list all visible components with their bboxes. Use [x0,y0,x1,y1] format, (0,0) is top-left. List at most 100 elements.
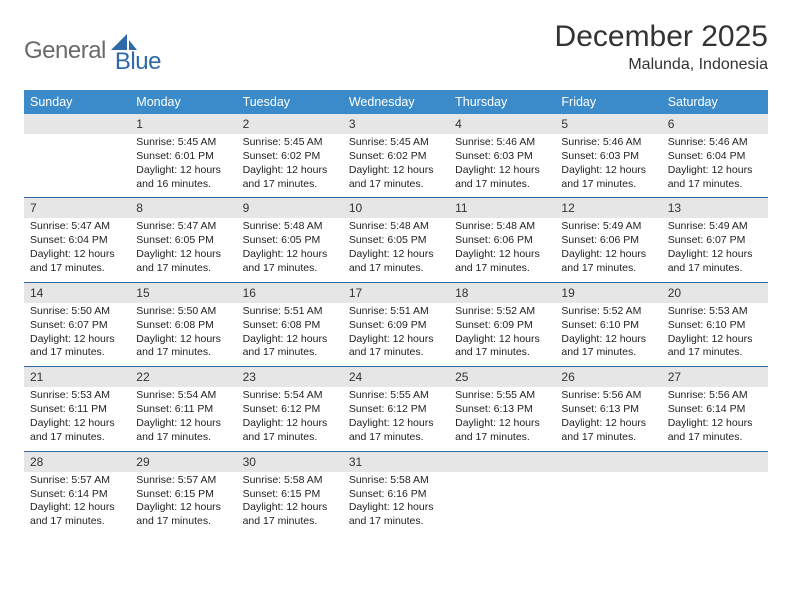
day-cell-number: 4 [449,114,555,134]
day-cell-number: 18 [449,282,555,303]
day-cell-details: Sunrise: 5:50 AMSunset: 6:07 PMDaylight:… [24,303,130,367]
day-cell-number: 14 [24,282,130,303]
day-number: 14 [24,283,130,303]
brand-logo: General Blue [24,26,161,76]
day-number: 8 [130,198,236,218]
day-cell-number: 5 [555,114,661,134]
calendar-table: Sunday Monday Tuesday Wednesday Thursday… [24,90,768,535]
day-cell-details: Sunrise: 5:46 AMSunset: 6:03 PMDaylight:… [449,134,555,198]
day-number: 23 [237,367,343,387]
details-row: Sunrise: 5:45 AMSunset: 6:01 PMDaylight:… [24,134,768,198]
details-row: Sunrise: 5:53 AMSunset: 6:11 PMDaylight:… [24,387,768,451]
calendar-page: General Blue December 2025 Malunda, Indo… [0,0,792,612]
day-cell-number [662,451,768,472]
day-details: Sunrise: 5:57 AMSunset: 6:14 PMDaylight:… [24,472,130,535]
day-number: 5 [555,114,661,134]
day-number: 4 [449,114,555,134]
day-number: 9 [237,198,343,218]
day-number: 25 [449,367,555,387]
day-number: 2 [237,114,343,134]
day-cell-number: 3 [343,114,449,134]
weekday-header: Saturday [662,90,768,114]
day-details: Sunrise: 5:58 AMSunset: 6:16 PMDaylight:… [343,472,449,535]
month-title: December 2025 [555,20,768,54]
day-cell-number: 1 [130,114,236,134]
day-details: Sunrise: 5:57 AMSunset: 6:15 PMDaylight:… [130,472,236,535]
day-cell-details: Sunrise: 5:58 AMSunset: 6:15 PMDaylight:… [237,472,343,535]
day-cell-details: Sunrise: 5:50 AMSunset: 6:08 PMDaylight:… [130,303,236,367]
day-cell-details: Sunrise: 5:46 AMSunset: 6:04 PMDaylight:… [662,134,768,198]
daynum-row: 14151617181920 [24,282,768,303]
day-number: 29 [130,452,236,472]
details-row: Sunrise: 5:50 AMSunset: 6:07 PMDaylight:… [24,303,768,367]
day-cell-details: Sunrise: 5:49 AMSunset: 6:07 PMDaylight:… [662,218,768,282]
day-details: Sunrise: 5:51 AMSunset: 6:09 PMDaylight:… [343,303,449,366]
day-number: 10 [343,198,449,218]
day-cell-details [555,472,661,535]
day-number: 21 [24,367,130,387]
day-cell-number: 6 [662,114,768,134]
day-cell-number: 31 [343,451,449,472]
header: General Blue December 2025 Malunda, Indo… [24,20,768,76]
day-cell-details: Sunrise: 5:48 AMSunset: 6:05 PMDaylight:… [343,218,449,282]
day-details: Sunrise: 5:54 AMSunset: 6:11 PMDaylight:… [130,387,236,450]
day-cell-details: Sunrise: 5:52 AMSunset: 6:09 PMDaylight:… [449,303,555,367]
day-cell-details: Sunrise: 5:56 AMSunset: 6:13 PMDaylight:… [555,387,661,451]
day-details: Sunrise: 5:52 AMSunset: 6:10 PMDaylight:… [555,303,661,366]
day-cell-details: Sunrise: 5:52 AMSunset: 6:10 PMDaylight:… [555,303,661,367]
day-cell-number [555,451,661,472]
day-details: Sunrise: 5:47 AMSunset: 6:04 PMDaylight:… [24,218,130,281]
day-details: Sunrise: 5:55 AMSunset: 6:13 PMDaylight:… [449,387,555,450]
day-cell-details: Sunrise: 5:55 AMSunset: 6:13 PMDaylight:… [449,387,555,451]
day-details: Sunrise: 5:58 AMSunset: 6:15 PMDaylight:… [237,472,343,535]
day-number: 27 [662,367,768,387]
day-number: 16 [237,283,343,303]
day-number: 24 [343,367,449,387]
day-details: Sunrise: 5:46 AMSunset: 6:04 PMDaylight:… [662,134,768,197]
day-number: 17 [343,283,449,303]
day-details: Sunrise: 5:45 AMSunset: 6:01 PMDaylight:… [130,134,236,197]
day-number: 30 [237,452,343,472]
details-row: Sunrise: 5:47 AMSunset: 6:04 PMDaylight:… [24,218,768,282]
day-cell-details: Sunrise: 5:58 AMSunset: 6:16 PMDaylight:… [343,472,449,535]
day-cell-number [449,451,555,472]
day-number: 7 [24,198,130,218]
day-number: 12 [555,198,661,218]
day-number: 1 [130,114,236,134]
day-number: 6 [662,114,768,134]
day-number: 28 [24,452,130,472]
day-details: Sunrise: 5:50 AMSunset: 6:08 PMDaylight:… [130,303,236,366]
day-details: Sunrise: 5:48 AMSunset: 6:05 PMDaylight:… [237,218,343,281]
day-details: Sunrise: 5:48 AMSunset: 6:05 PMDaylight:… [343,218,449,281]
day-cell-number: 24 [343,367,449,388]
day-details: Sunrise: 5:53 AMSunset: 6:11 PMDaylight:… [24,387,130,450]
day-cell-number: 17 [343,282,449,303]
day-cell-details: Sunrise: 5:48 AMSunset: 6:05 PMDaylight:… [237,218,343,282]
day-cell-details [24,134,130,198]
day-number: 31 [343,452,449,472]
day-cell-number: 26 [555,367,661,388]
weekday-header: Monday [130,90,236,114]
daynum-row: 123456 [24,114,768,134]
day-cell-number: 29 [130,451,236,472]
day-details: Sunrise: 5:52 AMSunset: 6:09 PMDaylight:… [449,303,555,366]
brand-part1: General [24,37,106,65]
day-number: 11 [449,198,555,218]
weekday-header: Tuesday [237,90,343,114]
day-details: Sunrise: 5:46 AMSunset: 6:03 PMDaylight:… [449,134,555,197]
day-cell-number [24,114,130,134]
day-details: Sunrise: 5:51 AMSunset: 6:08 PMDaylight:… [237,303,343,366]
day-cell-details: Sunrise: 5:45 AMSunset: 6:02 PMDaylight:… [237,134,343,198]
day-details: Sunrise: 5:53 AMSunset: 6:10 PMDaylight:… [662,303,768,366]
day-cell-number: 28 [24,451,130,472]
day-cell-number: 27 [662,367,768,388]
day-details: Sunrise: 5:45 AMSunset: 6:02 PMDaylight:… [237,134,343,197]
day-cell-number: 8 [130,198,236,219]
day-cell-number: 16 [237,282,343,303]
day-cell-number: 22 [130,367,236,388]
daynum-row: 28293031 [24,451,768,472]
day-cell-details: Sunrise: 5:47 AMSunset: 6:05 PMDaylight:… [130,218,236,282]
day-cell-details: Sunrise: 5:54 AMSunset: 6:11 PMDaylight:… [130,387,236,451]
day-details: Sunrise: 5:56 AMSunset: 6:13 PMDaylight:… [555,387,661,450]
day-cell-details: Sunrise: 5:46 AMSunset: 6:03 PMDaylight:… [555,134,661,198]
